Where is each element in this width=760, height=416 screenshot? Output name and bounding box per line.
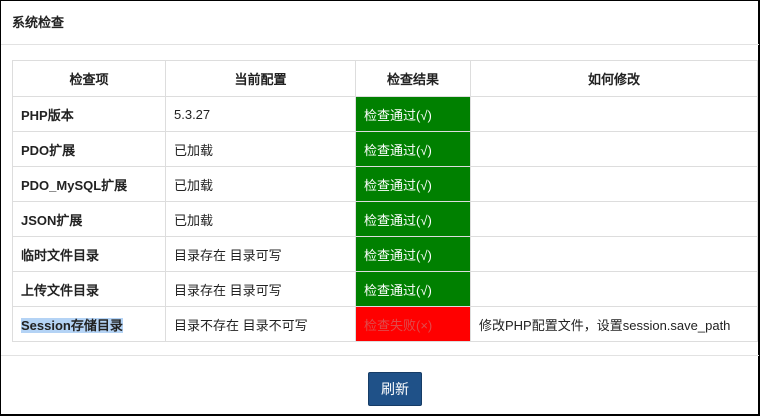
check-result-pass: 检查通过(√): [355, 166, 471, 202]
fix-instructions: [470, 236, 758, 272]
check-result-fail: 检查失败(×): [355, 306, 471, 342]
current-config: 5.3.27: [165, 96, 356, 132]
table-row: 临时文件目录 目录存在 目录可写 检查通过(√): [12, 236, 758, 272]
refresh-button[interactable]: 刷新: [368, 372, 422, 406]
fix-instructions: [470, 271, 758, 307]
check-item: 上传文件目录: [12, 271, 166, 307]
current-config: 已加载: [165, 131, 356, 167]
table-row: PDO扩展 已加载 检查通过(√): [12, 131, 758, 167]
check-result-pass: 检查通过(√): [355, 96, 471, 132]
current-config: 目录存在 目录可写: [165, 236, 356, 272]
check-item: PHP版本: [12, 96, 166, 132]
fix-instructions: 修改PHP配置文件，设置session.save_path: [470, 306, 758, 342]
fix-instructions: [470, 96, 758, 132]
table-row: PDO_MySQL扩展 已加载 检查通过(√): [12, 166, 758, 202]
header-result: 检查结果: [355, 60, 471, 97]
current-config: 目录存在 目录可写: [165, 271, 356, 307]
table-row: Session存储目录 目录不存在 目录不可写 检查失败(×) 修改PHP配置文件，设…: [12, 306, 758, 342]
header-config: 当前配置: [165, 60, 356, 97]
check-result-pass: 检查通过(√): [355, 131, 471, 167]
divider: [1, 44, 759, 45]
header-item: 检查项: [12, 60, 166, 97]
check-item: JSON扩展: [12, 201, 166, 237]
fix-instructions: [470, 166, 758, 202]
check-result-pass: 检查通过(√): [355, 201, 471, 237]
table-row: 上传文件目录 目录存在 目录可写 检查通过(√): [12, 271, 758, 307]
check-item: 临时文件目录: [12, 236, 166, 272]
page-title: 系统检查: [12, 15, 65, 30]
selected-text: Session存储目录: [21, 317, 123, 333]
current-config: 目录不存在 目录不可写: [165, 306, 356, 342]
table-row: JSON扩展 已加载 检查通过(√): [12, 201, 758, 237]
divider: [1, 355, 759, 356]
check-result-pass: 检查通过(√): [355, 236, 471, 272]
check-result-pass: 检查通过(√): [355, 271, 471, 307]
check-item: PDO_MySQL扩展: [12, 166, 166, 202]
current-config: 已加载: [165, 166, 356, 202]
current-config: 已加载: [165, 201, 356, 237]
check-table: 检查项 当前配置 检查结果 如何修改 PHP版本 5.3.27 检查通过(√) PDO…: [12, 60, 758, 342]
check-item: Session存储目录: [12, 306, 166, 342]
check-item: PDO扩展: [12, 131, 166, 167]
header-fix: 如何修改: [470, 60, 758, 97]
fix-instructions: [470, 201, 758, 237]
fix-instructions: [470, 131, 758, 167]
table-row: PHP版本 5.3.27 检查通过(√): [12, 96, 758, 132]
